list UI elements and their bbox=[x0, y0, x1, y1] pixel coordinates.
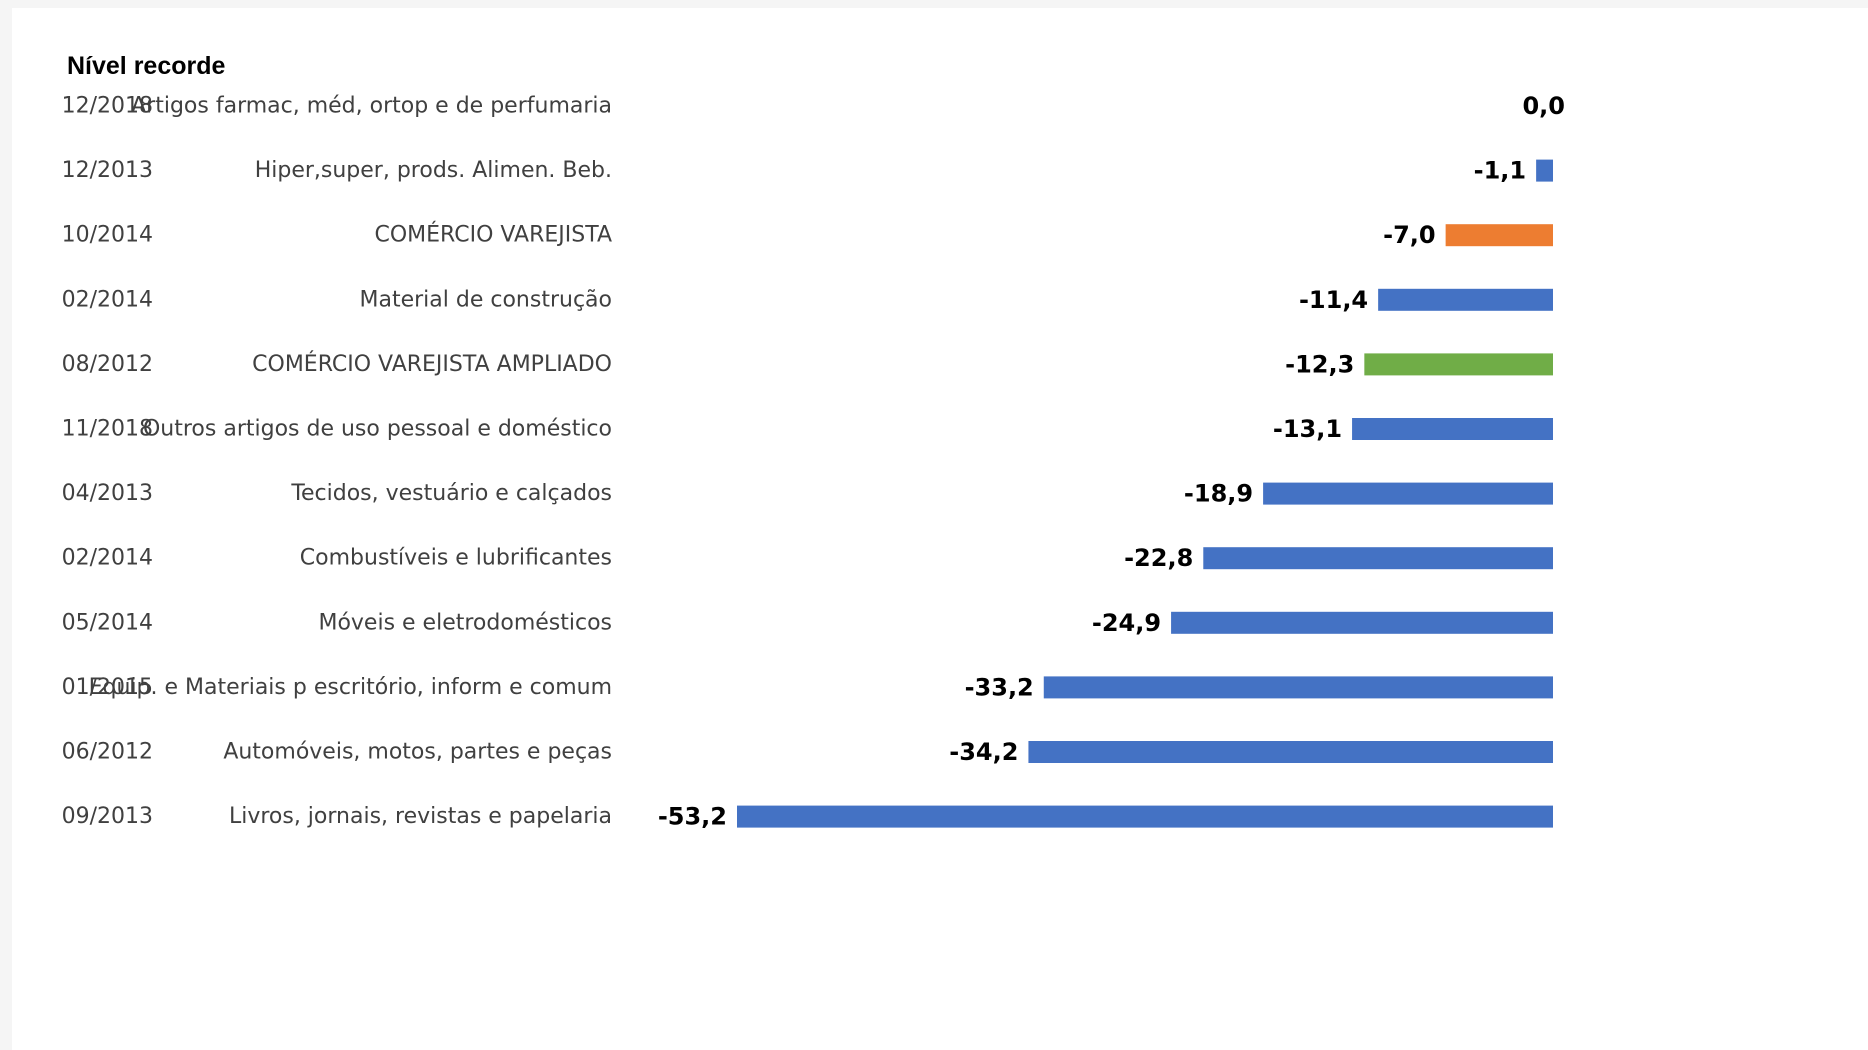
bar-value-label: -34,2 bbox=[949, 738, 1018, 766]
bar-value-label: -33,2 bbox=[965, 673, 1034, 701]
bar-value-label: -1,1 bbox=[1474, 157, 1526, 185]
row-category-label: Outros artigos de uso pessoal e doméstic… bbox=[143, 417, 612, 442]
row-date-label: 09/2013 bbox=[62, 804, 153, 829]
bar-value-label: -13,1 bbox=[1273, 415, 1342, 443]
bar-value-label: 0,0 bbox=[1522, 92, 1565, 120]
bar bbox=[1378, 288, 1553, 311]
bar bbox=[1536, 159, 1553, 182]
bar-value-label: -11,4 bbox=[1299, 286, 1368, 314]
row-date-label: 12/2013 bbox=[62, 158, 153, 183]
bar bbox=[1028, 741, 1553, 763]
bar-value-label: -18,9 bbox=[1184, 480, 1253, 508]
chart-header-label: Nível recorde bbox=[67, 52, 226, 80]
row-category-label: Material de construção bbox=[360, 287, 612, 312]
row-category-label: Livros, jornais, revistas e papelaria bbox=[229, 804, 612, 829]
bar bbox=[1043, 676, 1553, 699]
row-category-label: Hiper,super, prods. Alimen. Beb. bbox=[255, 158, 612, 183]
row-category-label: COMÉRCIO VAREJISTA AMPLIADO bbox=[252, 351, 612, 377]
row-category-label: Combustíveis e lubrificantes bbox=[300, 546, 612, 571]
bar bbox=[1445, 224, 1553, 247]
row-category-label: Automóveis, motos, partes e peças bbox=[223, 740, 612, 765]
row-category-label: COMÉRCIO VAREJISTA bbox=[374, 222, 612, 248]
row-date-label: 01/2015 bbox=[62, 675, 153, 700]
row-date-label: 10/2014 bbox=[62, 223, 153, 248]
row-date-label: 02/2014 bbox=[62, 546, 153, 571]
row-date-label: 12/2018 bbox=[62, 94, 153, 119]
chart-canvas: Nível recorde 12/2018 Artigos farmac, méd… bbox=[12, 8, 1868, 1050]
row-date-label: 11/2018 bbox=[62, 417, 153, 442]
bar bbox=[1364, 353, 1553, 376]
bar bbox=[1263, 482, 1553, 505]
row-date-label: 02/2014 bbox=[62, 287, 153, 312]
row-category-label: Artigos farmac, méd, ortop e de perfumar… bbox=[131, 94, 612, 119]
bar bbox=[737, 805, 1553, 828]
row-date-label: 05/2014 bbox=[62, 610, 153, 635]
row-category-label: Equip. e Materiais p escritório, inform … bbox=[89, 675, 612, 700]
bar bbox=[1352, 418, 1553, 440]
bar bbox=[1171, 611, 1553, 634]
row-category-label: Tecidos, vestuário e calçados bbox=[290, 481, 612, 506]
bar-value-label: -24,9 bbox=[1092, 609, 1161, 637]
row-date-label: 04/2013 bbox=[62, 481, 153, 506]
bar-value-label: -53,2 bbox=[658, 803, 727, 831]
row-date-label: 06/2012 bbox=[62, 740, 153, 765]
bar bbox=[1203, 547, 1553, 570]
row-category-label: Móveis e eletrodomésticos bbox=[318, 610, 612, 635]
row-date-label: 08/2012 bbox=[62, 352, 153, 377]
bar-value-label: -7,0 bbox=[1383, 221, 1435, 249]
bar-value-label: -22,8 bbox=[1124, 544, 1193, 572]
bar-value-label: -12,3 bbox=[1285, 350, 1354, 378]
